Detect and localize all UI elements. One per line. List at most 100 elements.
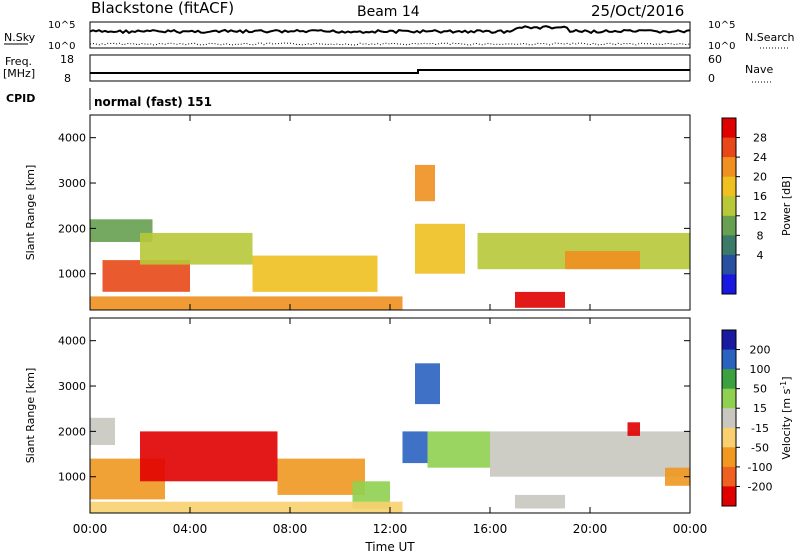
freq-label: Freq. (5, 55, 32, 68)
nave-label: Nave (745, 63, 773, 76)
power-panel-region-4 (90, 296, 403, 310)
freq-tick-bottom: 8 (64, 72, 71, 85)
power-panel-region-5 (415, 223, 465, 274)
velocity-panel-colorbar-label-0: 200 (750, 344, 771, 357)
velocity-panel-xtick-label-6: 00:00 (673, 522, 708, 536)
power-panel-colorbar-cell-4 (722, 196, 736, 217)
power-panel-colorbar-label-2: 12 (753, 210, 767, 223)
velocity-panel-ytick-label-3: 4000 (58, 335, 86, 348)
velocity-panel-region-9 (490, 431, 690, 477)
power-panel-region-2 (140, 232, 253, 265)
velocity-panel-colorbar-cell-0 (722, 330, 736, 351)
velocity-panel-region-3 (277, 458, 365, 495)
power-panel-colorbar-label-1: 8 (757, 229, 764, 242)
power-panel-colorbar-label-6: 28 (753, 132, 767, 145)
power-panel-colorbar-cell-0 (722, 118, 736, 139)
freq-unit: [MHz] (3, 67, 35, 80)
freq-tick-top: 18 (60, 53, 74, 66)
cpid-label: CPID (6, 92, 35, 105)
velocity-panel-region-2 (140, 431, 278, 482)
power-panel-region-6 (415, 164, 435, 202)
velocity-panel-colorbar-cell-2 (722, 369, 736, 390)
date-title: 25/Oct/2016 (591, 2, 684, 20)
power-panel-ytick-label-0: 1000 (58, 268, 86, 281)
nsky-tick-bottom: 10^0 (48, 41, 75, 52)
power-panel-colorbar-cell-8 (722, 274, 736, 295)
velocity-panel-colorbar-label-1: 100 (750, 363, 771, 376)
power-panel-region-0 (90, 219, 153, 242)
velocity-heatmap-panel: 1000 2000 3000 4000 Slant Range [km] 00:00 04:… (24, 317, 794, 536)
power-panel-ytick-label-3: 4000 (58, 132, 86, 145)
nsky-label: N.Sky (4, 31, 36, 44)
velocity-panel-region-8 (427, 431, 490, 468)
velocity-panel-colorbar-title: Velocity [m s-1] (779, 376, 794, 459)
power-panel-colorbar-title: Power [dB] (780, 176, 793, 236)
nsearch-tick-top: 10^5 (708, 20, 735, 31)
velocity-panel-region-7 (415, 363, 440, 405)
nave-tick-bottom: 0 (708, 72, 715, 85)
nsky-tick-top: 10^5 (48, 20, 75, 31)
velocity-panel-colorbar-label-7: -200 (748, 480, 773, 493)
power-panel-ylabel: Slant Range [km] (24, 165, 37, 261)
power-panel-region-3 (252, 255, 378, 292)
velocity-panel-region-12 (665, 467, 690, 486)
nsearch-label: N.Search (745, 31, 795, 44)
velocity-panel-region-11 (627, 422, 640, 436)
power-panel-region-9 (565, 251, 640, 270)
power-panel-colorbar-frame (721, 117, 737, 295)
velocity-panel-ylabel: Slant Range [km] (24, 368, 37, 464)
velocity-panel-colorbar-label-3: 15 (753, 402, 767, 415)
x-axis-label: Time UT (364, 540, 415, 554)
velocity-panel-xtick-label-4: 16:00 (473, 522, 508, 536)
velocity-panel-region-5 (90, 501, 403, 513)
power-panel-colorbar-label-5: 24 (753, 151, 767, 164)
power-panel-colorbar-label-3: 16 (753, 190, 767, 203)
power-panel-region-1 (102, 260, 190, 292)
velocity-panel-ytick-label-1: 2000 (58, 425, 86, 438)
power-panel-colorbar-cell-6 (722, 235, 736, 256)
nave-tick-top: 60 (708, 53, 722, 66)
station-title: Blackstone (fitACF) (91, 0, 234, 17)
velocity-panel-colorbar-cell-3 (722, 388, 736, 409)
power-panel-colorbar-cell-3 (722, 176, 736, 197)
velocity-panel-colorbar-label-5: -50 (751, 441, 769, 454)
power-panel-region-8 (515, 291, 565, 308)
velocity-panel-colorbar-frame (721, 329, 737, 507)
velocity-panel-colorbar-label-6: -100 (748, 461, 773, 474)
nsearch-tick-bottom: 10^0 (708, 41, 735, 52)
power-panel-colorbar-cell-5 (722, 215, 736, 236)
power-panel-colorbar-cell-2 (722, 157, 736, 178)
nsearch-series-line (89, 42, 691, 46)
nsky-panel-frame (89, 21, 691, 49)
power-panel-colorbar-label-4: 20 (753, 171, 767, 184)
power-panel-ytick-label-2: 3000 (58, 177, 86, 190)
freq-series-line (90, 69, 690, 74)
power-heatmap-panel: 1000 2000 3000 4000 Slant Range [km] 4 8 12 16 20… (24, 114, 793, 311)
velocity-panel-region-10 (515, 494, 565, 509)
velocity-panel-region-6 (402, 431, 428, 464)
freq-panel-frame (89, 54, 691, 82)
velocity-panel-colorbar-cell-7 (722, 466, 736, 487)
velocity-panel-colorbar-label-2: 50 (753, 383, 767, 396)
power-panel-ytick-label-1: 2000 (58, 222, 86, 235)
velocity-panel-colorbar-cell-5 (722, 427, 736, 448)
velocity-panel-xtick-label-2: 08:00 (273, 522, 308, 536)
power-panel-colorbar-cell-7 (722, 254, 736, 275)
power-panel-colorbar-cell-1 (722, 137, 736, 158)
velocity-panel-xtick-label-0: 00:00 (73, 522, 108, 536)
velocity-panel-ytick-label-0: 1000 (58, 471, 86, 484)
velocity-panel-xtick-label-5: 20:00 (573, 522, 608, 536)
velocity-panel-colorbar-cell-4 (722, 408, 736, 429)
velocity-panel-colorbar-cell-8 (722, 486, 736, 507)
velocity-panel-xtick-label-1: 04:00 (173, 522, 208, 536)
velocity-panel-colorbar-cell-1 (722, 349, 736, 370)
cpid-value: normal (fast) 151 (94, 95, 212, 109)
velocity-panel-ytick-label-2: 3000 (58, 380, 86, 393)
nsky-series-line (89, 25, 691, 35)
velocity-panel-xtick-label-3: 12:00 (373, 522, 408, 536)
power-panel-colorbar-label-0: 4 (757, 249, 764, 262)
velocity-panel-colorbar-cell-6 (722, 447, 736, 468)
velocity-panel-colorbar-label-4: -15 (751, 422, 769, 435)
beam-title: Beam 14 (357, 4, 420, 20)
